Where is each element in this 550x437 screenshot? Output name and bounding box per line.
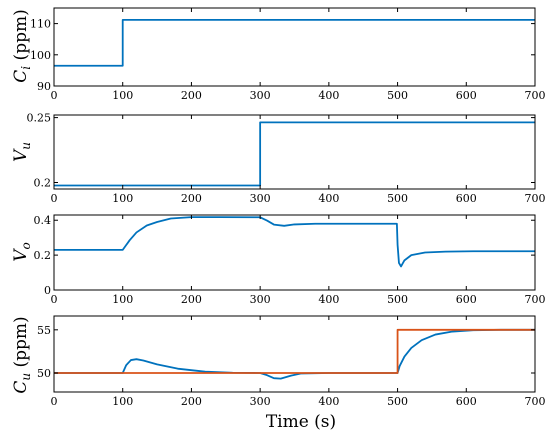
x-tick-label-vo: 200 <box>181 293 202 306</box>
subplot-vu: Vu 0 100 200 300 400 500 600 700 0.2 0.25 <box>11 112 546 205</box>
series-line-vu-0 <box>54 121 535 187</box>
y-tick-label-vu: 0.2 <box>34 177 52 190</box>
x-tick-label-vu: 500 <box>387 192 408 205</box>
axes-frame-vo <box>53 214 536 291</box>
x-tick-label-ci: 600 <box>456 89 477 102</box>
ylabel-vu: Vu <box>11 142 33 162</box>
x-tick-label-cu: 0 <box>51 395 58 408</box>
x-tick-label-vo: 400 <box>318 293 339 306</box>
x-tick-label-vu: 0 <box>51 192 58 205</box>
series-line-cu-0 <box>54 328 535 380</box>
x-tick-label-ci: 0 <box>51 89 58 102</box>
y-tick-label-ci: 100 <box>30 49 51 62</box>
x-tick-label-cu: 100 <box>112 395 133 408</box>
x-tick-label-vo: 700 <box>525 293 546 306</box>
y-tick-label-vo: 0.2 <box>34 249 52 262</box>
x-tick-label-vo: 100 <box>112 293 133 306</box>
x-tick-label-vu: 400 <box>318 192 339 205</box>
x-tick-label-ci: 300 <box>250 89 271 102</box>
subplot-cu: Cu (ppm) 0 100 200 300 400 500 600 700 50 55 <box>11 315 546 408</box>
ylabel-vo: Vo <box>11 242 33 262</box>
x-tick-label-vo: 300 <box>250 293 271 306</box>
y-tick-label-vo: 0.4 <box>34 214 52 227</box>
x-tick-label-vu: 200 <box>181 192 202 205</box>
x-axis-label: Time (s) <box>266 412 336 432</box>
x-tick-label-cu: 700 <box>525 395 546 408</box>
x-tick-label-vo: 500 <box>387 293 408 306</box>
x-tick-label-ci: 200 <box>181 89 202 102</box>
y-tick-label-cu: 50 <box>37 367 51 380</box>
subplot-ci: Ci (ppm) 0 100 200 300 400 500 600 700 90 100 110 <box>11 7 546 102</box>
series-line-cu-1 <box>54 328 535 374</box>
series-line-vo-0 <box>54 216 535 268</box>
x-tick-label-vo: 600 <box>456 293 477 306</box>
x-tick-label-ci: 100 <box>112 89 133 102</box>
x-tick-label-cu: 500 <box>387 395 408 408</box>
x-tick-label-ci: 500 <box>387 89 408 102</box>
y-tick-label-ci: 90 <box>37 80 51 93</box>
x-tick-label-cu: 600 <box>456 395 477 408</box>
x-tick-label-vu: 600 <box>456 192 477 205</box>
ylabel-cu: Cu (ppm) <box>11 316 33 393</box>
x-tick-label-cu: 300 <box>250 395 271 408</box>
y-tick-label-cu: 55 <box>37 324 51 337</box>
ylabel-ci: Ci (ppm) <box>11 9 33 82</box>
subplot-vo: Vo 0 100 200 300 400 500 600 700 0 0.2 0.4 <box>11 214 546 306</box>
y-tick-label-vo: 0 <box>44 284 51 297</box>
x-tick-label-ci: 400 <box>318 89 339 102</box>
x-tick-label-vu: 100 <box>112 192 133 205</box>
x-tick-label-ci: 700 <box>525 89 546 102</box>
x-tick-label-vu: 300 <box>250 192 271 205</box>
series-line-ci-0 <box>54 18 535 67</box>
axes-frame-cu <box>53 315 536 393</box>
x-tick-label-cu: 200 <box>181 395 202 408</box>
x-tick-label-vu: 700 <box>525 192 546 205</box>
y-tick-label-ci: 110 <box>30 18 51 31</box>
y-tick-label-vu: 0.25 <box>27 112 52 125</box>
x-tick-label-cu: 400 <box>318 395 339 408</box>
axes-frame-ci <box>53 7 536 87</box>
x-tick-label-vo: 0 <box>51 293 58 306</box>
axes-frame-vu <box>53 114 536 190</box>
